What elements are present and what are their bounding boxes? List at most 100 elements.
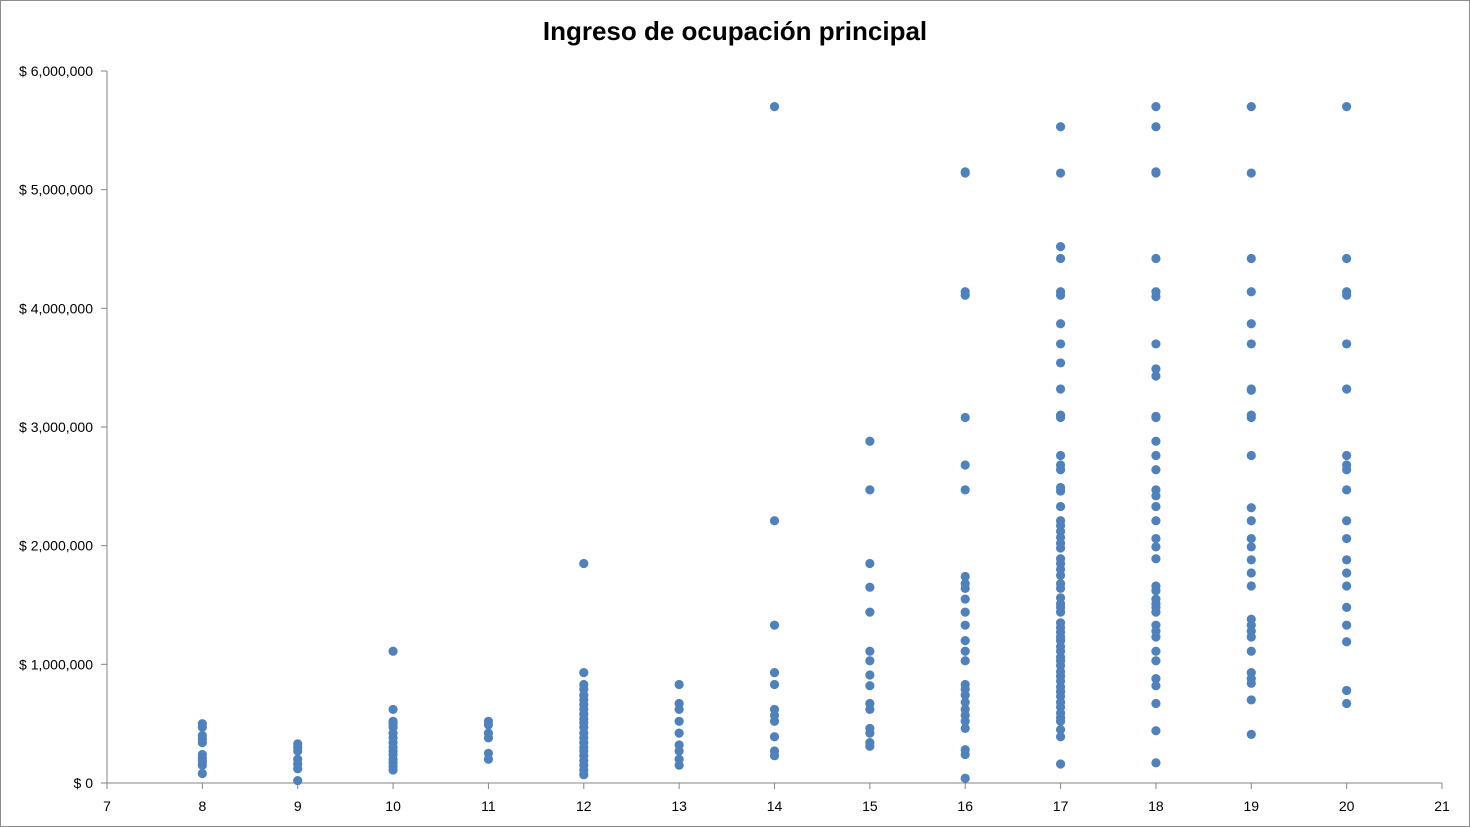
data-point <box>293 776 303 786</box>
data-point <box>960 697 970 707</box>
y-tick-label: $ 2,000,000 <box>19 538 93 554</box>
data-point <box>1151 102 1161 112</box>
data-point <box>483 720 494 730</box>
data-point <box>1151 168 1161 178</box>
data-point <box>674 746 684 756</box>
data-point <box>1342 450 1352 461</box>
x-tick-label: 9 <box>294 798 302 814</box>
data-point <box>960 583 970 593</box>
data-point <box>960 168 970 178</box>
data-point <box>1055 501 1066 512</box>
data-point <box>1151 607 1161 617</box>
data-point <box>960 716 970 726</box>
data-point <box>1342 533 1352 544</box>
data-point <box>865 607 875 617</box>
data-point <box>1342 602 1352 612</box>
data-point <box>1246 632 1256 642</box>
data-point <box>1055 253 1066 264</box>
data-point <box>579 558 589 569</box>
data-point <box>769 668 780 678</box>
data-point <box>1055 168 1066 178</box>
data-point <box>197 760 207 770</box>
data-point <box>960 656 970 666</box>
x-tick-label: 11 <box>481 798 496 814</box>
data-point <box>769 732 780 742</box>
data-point <box>865 681 875 691</box>
data-point <box>865 646 875 656</box>
data-point <box>1055 319 1066 329</box>
data-point <box>769 102 780 112</box>
x-tick-label: 16 <box>957 798 973 814</box>
x-tick-label: 15 <box>862 798 878 814</box>
data-point <box>1151 673 1161 684</box>
data-point <box>1151 726 1161 736</box>
data-point <box>293 764 303 774</box>
data-point <box>1246 533 1256 544</box>
data-point <box>483 733 494 743</box>
data-point <box>1055 725 1066 735</box>
data-point <box>674 716 684 726</box>
data-point <box>1151 554 1161 564</box>
data-point <box>1151 364 1161 374</box>
data-point <box>1246 450 1256 461</box>
data-point <box>960 571 970 582</box>
x-tick-label: 18 <box>1148 798 1164 814</box>
data-point <box>1151 291 1161 302</box>
data-point <box>674 760 684 770</box>
data-point <box>865 656 875 666</box>
data-point <box>1246 339 1256 349</box>
data-point <box>960 485 970 495</box>
data-point <box>579 668 589 678</box>
data-point <box>674 679 684 690</box>
data-point <box>865 436 875 446</box>
data-point <box>865 670 875 680</box>
data-point <box>960 749 970 760</box>
data-point <box>1246 542 1256 552</box>
data-point <box>1342 568 1352 578</box>
data-point <box>1246 729 1256 739</box>
data-point <box>1151 758 1161 768</box>
data-point <box>1151 450 1161 461</box>
data-point <box>388 704 398 715</box>
data-point <box>1151 253 1161 264</box>
data-point <box>1151 122 1161 132</box>
x-tick-label: 7 <box>103 798 111 814</box>
data-point <box>769 516 780 526</box>
data-point <box>1055 759 1066 769</box>
data-point <box>1342 637 1352 647</box>
x-tick-label: 13 <box>671 798 687 814</box>
data-point <box>1055 607 1066 617</box>
data-point <box>865 582 875 592</box>
x-tick-label: 19 <box>1243 798 1259 814</box>
data-point <box>1246 555 1256 565</box>
data-point <box>960 460 970 470</box>
data-point <box>1055 583 1066 593</box>
data-point <box>1246 385 1256 395</box>
data-point <box>1151 646 1161 656</box>
x-tick-label: 8 <box>198 798 206 814</box>
x-tick-label: 10 <box>385 798 401 814</box>
data-point <box>865 485 875 495</box>
data-point <box>769 716 780 726</box>
data-point <box>388 646 398 656</box>
data-point <box>960 723 970 734</box>
data-point <box>1055 122 1066 132</box>
data-point <box>1151 656 1161 666</box>
data-point <box>1055 486 1066 496</box>
data-point <box>579 770 589 780</box>
data-point <box>960 594 970 604</box>
data-point <box>1342 581 1352 591</box>
data-point <box>1151 698 1161 709</box>
data-point <box>1246 253 1256 264</box>
data-point <box>1246 646 1256 656</box>
data-point <box>1342 620 1352 630</box>
data-point <box>960 607 970 617</box>
data-point <box>1151 533 1161 544</box>
x-tick-label: 20 <box>1339 798 1355 814</box>
data-point <box>1055 450 1066 461</box>
data-point <box>1151 491 1161 501</box>
data-point <box>1246 102 1256 112</box>
data-point <box>1246 412 1256 423</box>
data-point <box>1055 242 1066 252</box>
data-point <box>1342 685 1352 696</box>
